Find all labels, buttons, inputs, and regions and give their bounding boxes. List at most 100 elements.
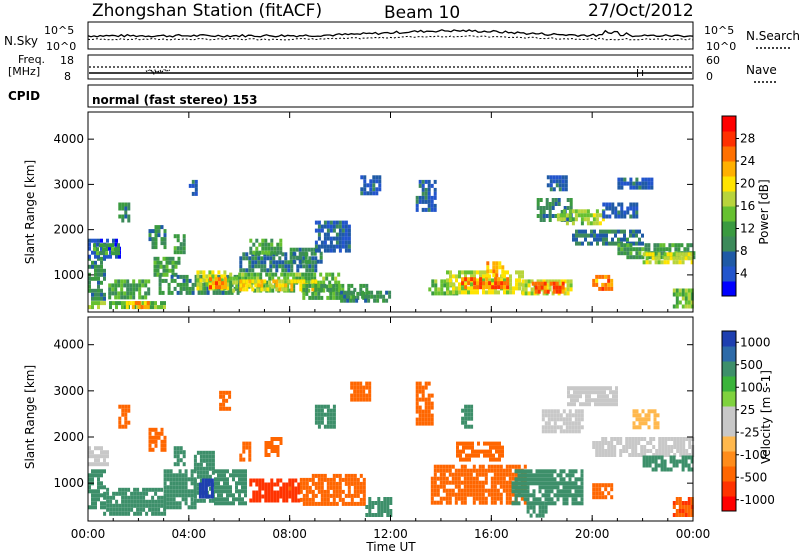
velocity-echo-region xyxy=(103,487,167,516)
colorbar-tick-label: 20 xyxy=(740,177,755,191)
nave-label: Nave xyxy=(746,63,777,77)
colorbar-swatch xyxy=(722,406,736,422)
power-y-axis: 1000 2000 3000 4000 xyxy=(53,132,693,282)
y-tick-label: 4000 xyxy=(53,338,84,352)
velocity-echo-region xyxy=(239,441,252,462)
velocity-echo-region xyxy=(163,469,197,510)
colorbar-swatch xyxy=(722,131,736,147)
y-tick-label: 1000 xyxy=(53,476,84,490)
colorbar-swatch xyxy=(722,361,736,377)
colorbar-swatch xyxy=(722,206,736,222)
power-echo-region xyxy=(617,177,654,190)
colorbar-tick-label: 100 xyxy=(740,380,763,394)
velocity-echo-region xyxy=(148,427,167,452)
freq-tick-top: 18 xyxy=(60,54,74,67)
power-echo-region xyxy=(556,209,605,226)
velocity-echo-region xyxy=(672,497,694,517)
x-tick-label: 04:00 xyxy=(172,527,207,541)
colorbar-swatch xyxy=(722,496,736,512)
cpid-panel xyxy=(87,84,694,108)
x-tick-label: 00:00 xyxy=(71,527,106,541)
noise-tick-left-bottom: 10^0 xyxy=(46,40,76,53)
time-axis-label: Time UT xyxy=(365,540,416,554)
power-colorbar: 4 8 12 16 20 24 28 xyxy=(721,115,755,297)
power-x-axis xyxy=(87,112,694,312)
power-echo-region xyxy=(148,225,167,250)
colorbar-tick-label: -500 xyxy=(740,470,767,484)
cpid-text: normal (fast stereo) 153 xyxy=(92,93,258,107)
colorbar-swatch xyxy=(722,436,736,452)
colorbar-swatch xyxy=(722,176,736,192)
velocity-colorbar: 1000 500 100 25 -25 -100 -500 -1000 xyxy=(721,330,775,512)
nsky-trace xyxy=(87,29,694,38)
colorbar-swatch xyxy=(722,451,736,467)
power-echo-region xyxy=(153,256,181,277)
velocity-echo-region xyxy=(541,409,584,434)
x-tick-label: 12:00 xyxy=(373,527,408,541)
noise-tick-right-top: 10^5 xyxy=(704,24,734,37)
power-echo-region xyxy=(642,252,694,265)
noise-tick-left-top: 10^5 xyxy=(44,24,74,37)
velocity-echo-region xyxy=(415,381,434,426)
velocity-echo-region xyxy=(193,450,215,503)
colorbar-tick-label: 25 xyxy=(740,403,755,417)
power-echo-region xyxy=(531,281,565,294)
colorbar-swatch xyxy=(722,346,736,362)
x-tick-label: 20:00 xyxy=(575,527,610,541)
power-echo-region xyxy=(340,290,392,303)
colorbar-tick-label: 12 xyxy=(740,222,755,236)
colorbar-tick-label: 24 xyxy=(740,154,755,168)
y-tick-label: 2000 xyxy=(53,223,84,237)
colorbar-swatch xyxy=(722,481,736,497)
velocity-echo-region xyxy=(249,478,301,503)
colorbar-swatch xyxy=(722,251,736,267)
velocity-echo-region xyxy=(198,478,214,499)
nsky-label: N.Sky xyxy=(4,34,38,48)
noise-tick-right-bottom: 10^0 xyxy=(706,40,736,53)
x-tick-label: 00:00 xyxy=(676,527,711,541)
velocity-colorbar-label: Velocity [m s-1] xyxy=(759,370,773,464)
colorbar-swatch xyxy=(722,221,736,237)
colorbar-swatch xyxy=(722,266,736,282)
colorbar-tick-label: 1000 xyxy=(740,335,771,349)
freq-blips xyxy=(145,69,644,77)
power-echo-region xyxy=(188,179,198,196)
power-echo-region xyxy=(486,261,505,278)
power-echo-region xyxy=(125,301,150,310)
velocity-echo-region xyxy=(118,404,131,429)
velocity-y-axis: 1000 2000 3000 4000 xyxy=(53,338,693,490)
power-echo-region xyxy=(108,279,151,300)
colorbar-swatch xyxy=(722,421,736,437)
velocity-echo-region xyxy=(526,501,548,518)
velocity-echo-region xyxy=(264,437,283,457)
cpid-label: CPID xyxy=(8,89,40,103)
power-plot-area xyxy=(87,111,696,313)
velocity-echo-region xyxy=(592,437,695,457)
freq-panel xyxy=(87,54,694,80)
velocity-echo-region xyxy=(88,469,106,510)
power-echo-region xyxy=(672,288,694,309)
power-echo-region xyxy=(602,202,639,219)
y-tick-label: 3000 xyxy=(53,384,84,398)
velocity-echo-region xyxy=(173,446,186,467)
freq-unit: [MHz] xyxy=(8,65,40,78)
velocity-echo-region xyxy=(632,409,660,430)
power-echo-region xyxy=(173,234,186,255)
power-echo-region xyxy=(88,256,106,301)
colorbar-tick-label: -25 xyxy=(740,425,760,439)
beam-title: Beam 10 xyxy=(384,3,460,23)
colorbar-tick-label: 8 xyxy=(740,244,748,258)
velocity-echo-region xyxy=(219,390,232,411)
power-echo-region xyxy=(360,175,382,196)
colorbar-swatch xyxy=(722,191,736,207)
nsearch-label: N.Search xyxy=(746,29,800,43)
colorbar-swatch xyxy=(722,391,736,407)
colorbar-tick-label: 28 xyxy=(740,132,755,146)
nave-tick-top: 60 xyxy=(706,54,720,67)
freq-label: Freq. xyxy=(18,53,45,66)
power-echo-region xyxy=(289,247,323,264)
y-tick-label: 1000 xyxy=(53,268,84,282)
nsearch-trace xyxy=(87,35,694,41)
velocity-plot-area xyxy=(87,316,695,522)
